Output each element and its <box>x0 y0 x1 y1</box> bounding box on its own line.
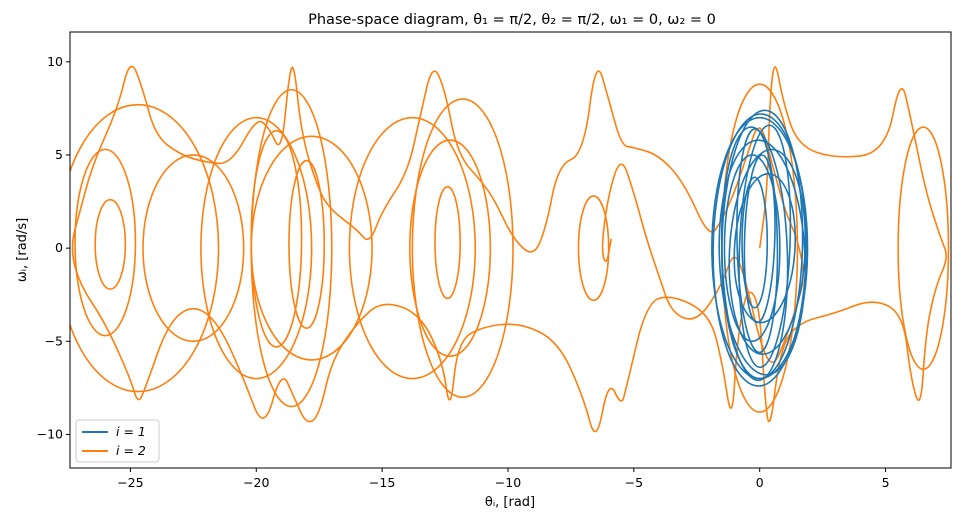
chart-title: Phase-space diagram, θ₁ = π/2, θ₂ = π/2,… <box>308 12 716 28</box>
series-layer <box>70 65 950 433</box>
y-axis-label: ωᵢ, [rad/s] <box>15 218 30 282</box>
x-axis: −25 −20 −15 −10 −5 0 5 <box>117 468 890 490</box>
series-2-loop <box>200 116 313 380</box>
x-tick-label: 0 <box>756 475 764 490</box>
x-tick-label: −25 <box>117 475 143 490</box>
series-1-loop <box>736 128 779 354</box>
y-tick-label: 5 <box>55 147 63 162</box>
x-tick-label: −5 <box>625 475 643 490</box>
legend: i = 1 i = 2 <box>75 419 160 463</box>
series-1-loop <box>738 124 792 369</box>
series-1-loop <box>718 139 807 376</box>
y-tick-label: 10 <box>47 54 63 69</box>
legend-label-series-2: i = 2 <box>116 443 146 458</box>
y-tick-label: 0 <box>55 240 63 255</box>
series-2-loop <box>74 148 137 337</box>
series-2-loop <box>348 116 477 380</box>
y-tick-label: −5 <box>45 333 63 348</box>
series-2-loop <box>577 195 610 302</box>
series-2-loop <box>94 198 127 290</box>
series-2-loop <box>142 154 245 343</box>
legend-label-series-1: i = 1 <box>116 424 146 439</box>
plot-frame <box>69 31 952 469</box>
x-tick-label: −10 <box>495 475 521 490</box>
series-2-loop <box>288 159 326 330</box>
series-2-loop <box>434 185 461 300</box>
series-2-loop <box>250 135 373 361</box>
x-tick-label: −20 <box>243 475 269 490</box>
series-1-loop <box>741 176 769 309</box>
series-1-loop <box>712 113 808 387</box>
y-tick-label: −10 <box>37 426 63 441</box>
x-tick-label: 5 <box>882 475 890 490</box>
series-2-loop <box>411 98 514 398</box>
x-tick-label: −15 <box>369 475 395 490</box>
y-axis: −10 −5 0 5 10 <box>37 54 70 441</box>
series-1-loop <box>720 126 789 382</box>
series-1-loop <box>723 154 781 343</box>
series-2-loop <box>409 139 492 358</box>
series-1-loop <box>733 172 797 324</box>
x-axis-label: θᵢ, [rad] <box>485 495 535 510</box>
series-2-loop <box>70 103 220 393</box>
series-2-line <box>71 65 947 433</box>
